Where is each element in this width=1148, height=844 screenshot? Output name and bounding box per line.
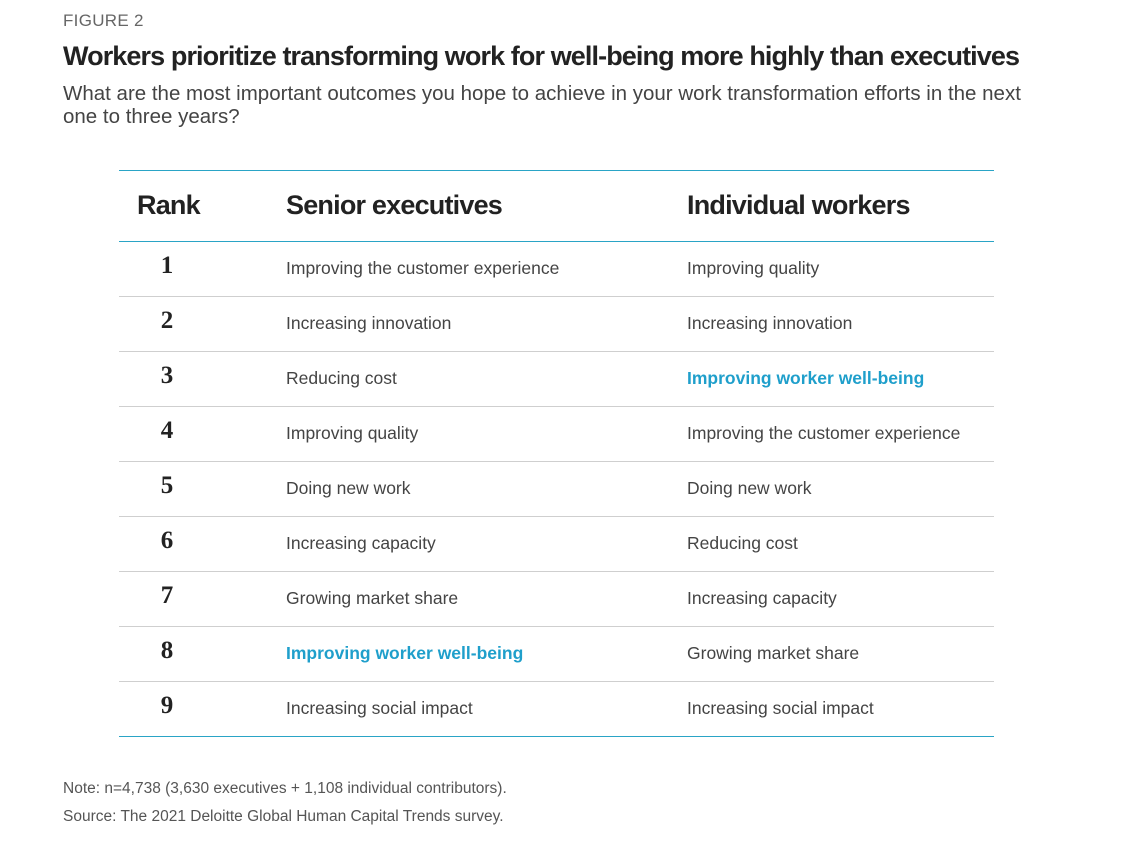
executive-outcome: Increasing innovation — [286, 313, 452, 333]
rank-number: 3 — [160, 362, 174, 389]
worker-outcome: Growing market share — [687, 643, 860, 663]
figure-subtitle: What are the most important outcomes you… — [63, 82, 1021, 128]
worker-outcome: Increasing capacity — [687, 588, 837, 608]
source-note: Source: The 2021 Deloitte Global Human C… — [63, 808, 504, 825]
executive-outcome: Growing market share — [286, 588, 459, 608]
header-individual-workers: Individual workers — [687, 190, 910, 220]
executive-outcome: Improving quality — [286, 423, 419, 443]
worker-outcome: Increasing innovation — [687, 313, 853, 333]
worker-outcome: Increasing social impact — [687, 698, 874, 718]
table-row: 7 Growing market share Increasing capaci… — [119, 572, 994, 627]
executive-outcome: Improving the customer experience — [286, 258, 560, 278]
footnote: Note: n=4,738 (3,630 executives + 1,108 … — [63, 780, 507, 797]
rank-number: 8 — [160, 637, 174, 664]
table-row: 3 Reducing cost Improving worker well-be… — [119, 352, 994, 407]
header-rank: Rank — [137, 190, 201, 220]
rank-number: 7 — [160, 582, 174, 609]
worker-outcome: Improving worker well-being — [687, 368, 925, 388]
executive-outcome: Increasing capacity — [286, 533, 436, 553]
worker-outcome: Improving quality — [687, 258, 820, 278]
rank-number: 6 — [160, 527, 174, 554]
table-row: 1 Improving the customer experience Impr… — [119, 242, 994, 297]
executive-outcome: Doing new work — [286, 478, 411, 498]
table-row: 2 Increasing innovation Increasing innov… — [119, 297, 994, 352]
executive-outcome: Increasing social impact — [286, 698, 473, 718]
rank-number: 9 — [160, 692, 174, 719]
table-row: 8 Improving worker well-being Growing ma… — [119, 627, 994, 682]
figure-label: FIGURE 2 — [63, 11, 144, 30]
executive-outcome: Reducing cost — [286, 368, 397, 388]
rank-number: 2 — [160, 307, 174, 334]
table-row: 6 Increasing capacity Reducing cost — [119, 517, 994, 572]
worker-outcome: Doing new work — [687, 478, 812, 498]
table-header: Rank Senior executives Individual worker… — [119, 171, 994, 242]
worker-outcome: Improving the customer experience — [687, 423, 961, 443]
figure-title: Workers prioritize transforming work for… — [63, 41, 1020, 71]
rank-number: 1 — [160, 252, 174, 279]
executive-outcome: Improving worker well-being — [286, 643, 524, 663]
table-row: 4 Improving quality Improving the custom… — [119, 407, 994, 462]
ranking-table: Rank Senior executives Individual worker… — [119, 170, 994, 737]
rank-number: 5 — [160, 472, 174, 499]
rank-number: 4 — [160, 417, 174, 444]
table-row: 5 Doing new work Doing new work — [119, 462, 994, 517]
table-row: 9 Increasing social impact Increasing so… — [119, 682, 994, 737]
worker-outcome: Reducing cost — [687, 533, 798, 553]
header-senior-executives: Senior executives — [286, 190, 503, 220]
